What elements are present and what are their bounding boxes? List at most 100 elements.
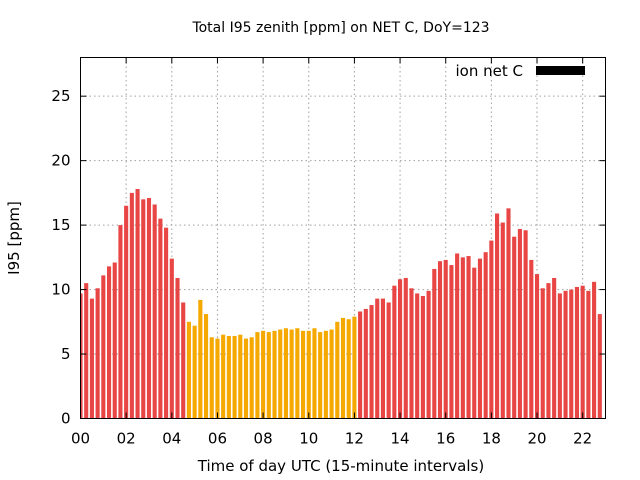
bar <box>529 259 534 419</box>
x-tick-label: 02 <box>117 430 136 448</box>
y-tick-label: 15 <box>51 216 70 234</box>
bar <box>540 288 545 419</box>
bar <box>318 332 323 419</box>
x-tick-label: 00 <box>71 430 90 448</box>
bar <box>346 319 351 419</box>
bar <box>517 228 522 419</box>
bar <box>203 314 209 419</box>
bar <box>272 330 277 419</box>
bar <box>534 274 540 419</box>
bar <box>340 317 346 419</box>
y-tick-label: 5 <box>61 345 71 363</box>
bar <box>101 275 106 419</box>
chart-title: Total I95 zenith [ppm] on NET C, DoY=123 <box>191 20 489 36</box>
bar <box>432 268 437 419</box>
legend-swatch-ion-net-c <box>536 66 585 75</box>
bar <box>443 259 448 419</box>
bar <box>557 293 562 419</box>
x-tick-label: 04 <box>162 430 181 448</box>
bar <box>209 337 214 419</box>
x-tick-label: 06 <box>208 430 227 448</box>
bar <box>500 222 505 419</box>
bar <box>489 240 494 419</box>
y-tick-label: 25 <box>51 87 70 105</box>
bar <box>232 335 237 419</box>
bar <box>238 334 243 419</box>
bar <box>455 253 460 419</box>
bar <box>95 288 100 419</box>
bar <box>569 289 574 419</box>
bar <box>586 290 591 419</box>
bar <box>398 279 403 419</box>
bar <box>118 225 123 419</box>
bar <box>289 329 294 419</box>
bar <box>415 293 420 419</box>
y-axis-tick-labels: 0 5 10 15 20 25 <box>51 87 70 427</box>
bar <box>295 328 300 419</box>
bar <box>420 296 425 419</box>
bar <box>80 293 83 419</box>
bar <box>495 213 500 419</box>
bar-series-ion-net-c <box>80 189 602 419</box>
bar <box>546 283 551 419</box>
bar <box>192 325 197 419</box>
x-tick-label: 08 <box>254 430 273 448</box>
x-tick-label: 16 <box>436 430 455 448</box>
bar <box>169 258 174 419</box>
x-tick-label: 10 <box>299 430 318 448</box>
bar <box>301 330 306 419</box>
bar <box>335 321 340 419</box>
bar <box>380 298 385 419</box>
axis-ticks <box>80 57 606 419</box>
bar <box>215 338 220 419</box>
bar <box>580 285 585 419</box>
bar <box>249 337 254 419</box>
bar <box>466 256 471 419</box>
bar <box>283 328 288 419</box>
bar <box>243 338 249 419</box>
bar <box>437 261 443 419</box>
bar <box>409 288 414 419</box>
bar <box>375 298 380 419</box>
bar <box>592 281 597 419</box>
grid-lines <box>80 57 606 419</box>
bar <box>574 286 580 419</box>
bar <box>106 266 112 419</box>
bar <box>312 328 317 419</box>
bar <box>175 277 180 419</box>
bar <box>226 335 231 419</box>
bar <box>512 236 517 419</box>
bar <box>358 311 363 419</box>
bar <box>266 332 271 419</box>
x-tick-label: 22 <box>573 430 592 448</box>
bar <box>112 262 117 419</box>
bar <box>129 192 134 419</box>
y-tick-label: 20 <box>51 152 70 170</box>
bar <box>135 189 140 419</box>
x-tick-label: 12 <box>345 430 364 448</box>
bar <box>392 285 397 419</box>
bar <box>84 283 89 419</box>
plot-frame <box>80 57 606 419</box>
bar <box>146 198 152 419</box>
bar <box>158 218 163 419</box>
bar <box>483 252 488 419</box>
bar <box>181 302 186 419</box>
bar <box>597 314 602 419</box>
bar <box>124 205 129 419</box>
legend: ion net C <box>456 62 585 80</box>
bar <box>352 316 357 419</box>
bar <box>552 277 557 419</box>
bar <box>141 199 146 419</box>
bar <box>472 267 477 419</box>
bar <box>152 204 157 419</box>
bar <box>186 321 191 419</box>
x-axis-label: Time of day UTC (15-minute intervals) <box>197 457 484 475</box>
x-tick-label: 14 <box>391 430 410 448</box>
y-tick-label: 10 <box>51 281 70 299</box>
bar <box>255 332 260 419</box>
bar <box>477 258 483 419</box>
bar <box>221 334 226 419</box>
bar <box>323 330 328 419</box>
